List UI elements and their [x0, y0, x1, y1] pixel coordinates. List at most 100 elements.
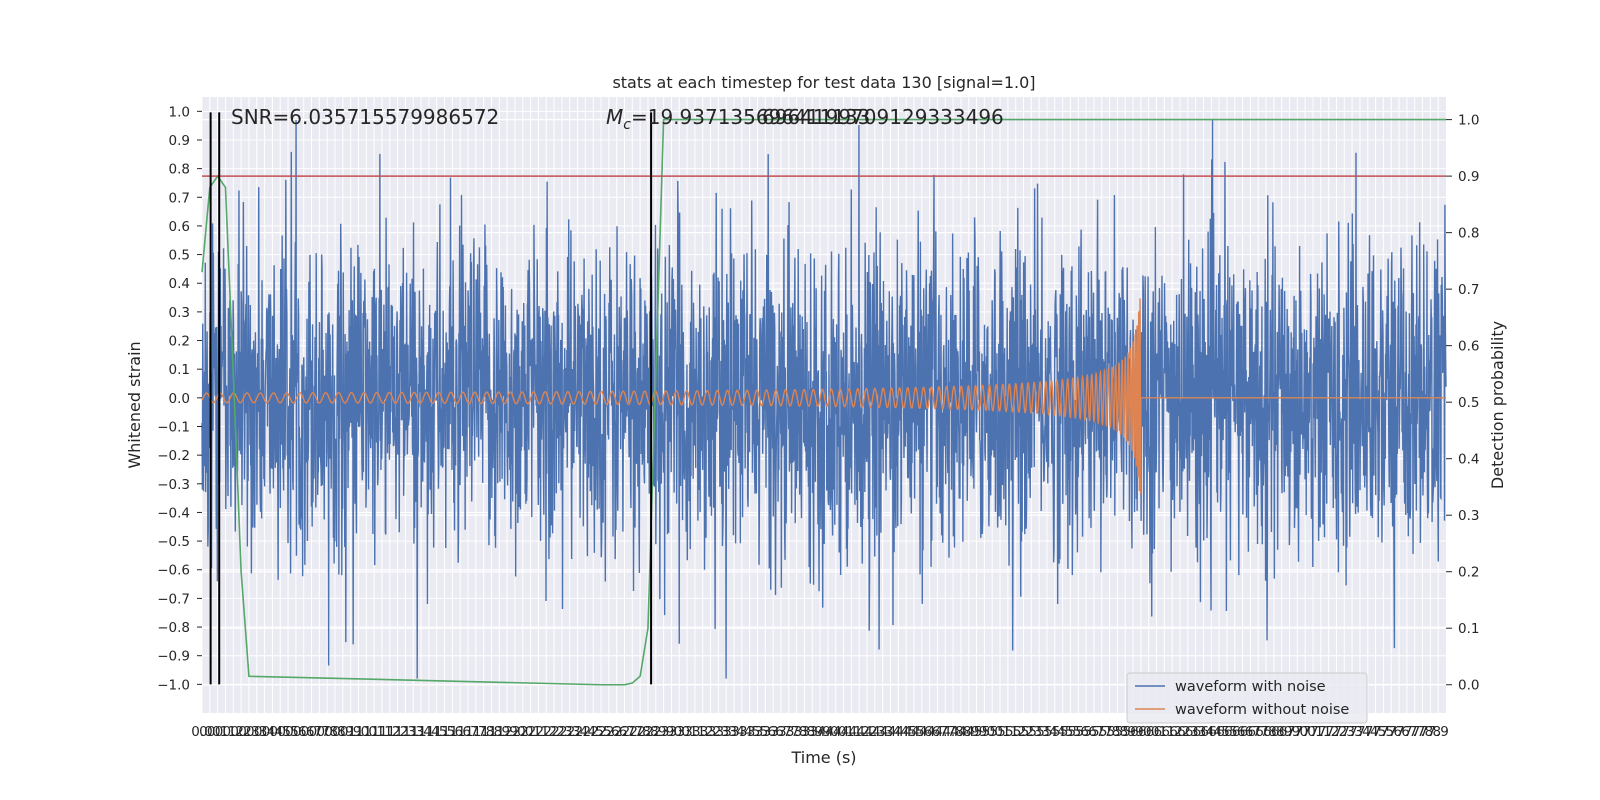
- x-tick-label: 6.7: [1240, 724, 1261, 740]
- x-tick-label: 4.0: [817, 724, 838, 740]
- x-tick-label: 1.4: [410, 724, 431, 740]
- x-tick-label: 2.4: [575, 724, 596, 740]
- x-tick-label: 4.2: [856, 724, 877, 740]
- x-tick-label: 4.3: [864, 724, 885, 740]
- x-tick-label: 7.4: [1357, 724, 1378, 740]
- x-tick-label: 2.9: [653, 724, 674, 740]
- x-axis-ticks: 0.00.00.10.10.20.20.30.30.40.40.50.50.60…: [191, 724, 1449, 740]
- x-tick-label: 1.9: [496, 724, 517, 740]
- x-tick-label: 1.5: [426, 724, 447, 740]
- y-tick-label: −0.3: [157, 477, 190, 493]
- x-tick-label: 5.1: [997, 724, 1018, 740]
- x-tick-label: 2.6: [606, 724, 627, 740]
- y-tick-label: 0.6: [169, 219, 190, 235]
- x-tick-label: 1.9: [489, 724, 510, 740]
- y2-tick-label: 0.1: [1458, 621, 1479, 637]
- y-tick-label: −0.5: [157, 534, 190, 550]
- x-tick-label: 5.5: [1052, 724, 1073, 740]
- x-tick-label: 7.3: [1334, 724, 1355, 740]
- x-tick-label: 3.7: [778, 724, 799, 740]
- x-tick-label: 6.5: [1216, 724, 1237, 740]
- x-tick-label: 5.4: [1044, 724, 1065, 740]
- y2-tick-label: 1.0: [1458, 113, 1479, 129]
- x-tick-label: 0.1: [215, 724, 236, 740]
- x-tick-label: 0.0: [199, 724, 220, 740]
- x-tick-label: 3.1: [684, 724, 705, 740]
- x-tick-label: 0.7: [301, 724, 322, 740]
- x-tick-label: 0.8: [324, 724, 345, 740]
- y2-axis-label: Detection probability: [1488, 321, 1507, 489]
- x-tick-label: 7.3: [1341, 724, 1362, 740]
- x-tick-label: 7.6: [1388, 724, 1409, 740]
- x-tick-label: 6.3: [1177, 724, 1198, 740]
- y-tick-label: −0.7: [157, 591, 190, 607]
- x-tick-label: 0.1: [207, 724, 228, 740]
- y-tick-label: 1.0: [169, 104, 190, 120]
- x-tick-label: 4.3: [872, 724, 893, 740]
- x-tick-label: 6.2: [1169, 724, 1190, 740]
- x-tick-label: 7.7: [1396, 724, 1417, 740]
- x-tick-label: 4.9: [958, 724, 979, 740]
- x-tick-label: 4.5: [895, 724, 916, 740]
- x-tick-label: 3.8: [794, 724, 815, 740]
- x-tick-label: 5.9: [1114, 724, 1135, 740]
- x-tick-label: 1.8: [473, 724, 494, 740]
- noise-waveform-line: [201, 119, 1447, 679]
- y-tick-label: 0.1: [169, 362, 190, 378]
- snr-annotation: SNR=6.035715579986572: [231, 105, 499, 129]
- x-tick-label: 1.3: [395, 724, 416, 740]
- x-tick-label: 6.8: [1255, 724, 1276, 740]
- y2-tick-label: 0.8: [1458, 226, 1479, 242]
- x-tick-label: 5.7: [1083, 724, 1104, 740]
- x-tick-label: 0.6: [293, 724, 314, 740]
- x-tick-label: 0.3: [238, 724, 259, 740]
- x-tick-label: 5.7: [1091, 724, 1112, 740]
- x-tick-label: 3.0: [661, 724, 682, 740]
- y-tick-label: 0.0: [169, 391, 190, 407]
- y-tick-label: −0.8: [157, 620, 190, 636]
- y-axis-label: Whitened strain: [125, 341, 144, 468]
- chirp-waveform-line: [201, 298, 1446, 495]
- x-tick-label: 0.5: [269, 724, 290, 740]
- x-tick-label: 6.6: [1224, 724, 1245, 740]
- x-tick-label: 0.0: [191, 724, 212, 740]
- y-tick-label: 0.7: [169, 190, 190, 206]
- y-tick-label: −0.4: [157, 505, 190, 521]
- x-tick-label: 4.4: [880, 724, 901, 740]
- x-tick-label: 1.2: [379, 724, 400, 740]
- x-tick-label: 4.1: [841, 724, 862, 740]
- series-waveform-without-noise: [201, 298, 1446, 495]
- y-tick-label: −1.0: [157, 677, 190, 693]
- x-tick-label: 1.3: [403, 724, 424, 740]
- x-tick-label: 1.5: [434, 724, 455, 740]
- x-tick-label: 6.1: [1146, 724, 1167, 740]
- x-tick-label: 5.2: [1005, 724, 1026, 740]
- x-tick-label: 5.3: [1021, 724, 1042, 740]
- x-tick-label: 4.5: [903, 724, 924, 740]
- x-tick-label: 1.0: [348, 724, 369, 740]
- x-tick-label: 2.7: [614, 724, 635, 740]
- x-tick-label: 5.8: [1107, 724, 1128, 740]
- x-tick-label: 6.1: [1154, 724, 1175, 740]
- series-waveform-with-noise: [201, 119, 1447, 679]
- y-tick-label: 0.4: [169, 276, 190, 292]
- x-tick-label: 7.0: [1294, 724, 1315, 740]
- x-tick-label: 7.5: [1365, 724, 1386, 740]
- x-tick-label: 0.7: [309, 724, 330, 740]
- x-tick-label: 4.9: [966, 724, 987, 740]
- x-tick-label: 3.5: [747, 724, 768, 740]
- x-tick-label: 4.7: [927, 724, 948, 740]
- x-tick-label: 5.8: [1099, 724, 1120, 740]
- x-tick-label: 1.8: [481, 724, 502, 740]
- x-tick-label: 3.7: [770, 724, 791, 740]
- x-tick-label: 6.4: [1193, 724, 1214, 740]
- x-tick-label: 2.2: [543, 724, 564, 740]
- x-tick-label: 3.9: [809, 724, 830, 740]
- x-tick-label: 6.9: [1279, 724, 1300, 740]
- x-tick-label: 7.8: [1420, 724, 1441, 740]
- reference-lines: [202, 112, 1446, 685]
- x-tick-label: 1.1: [363, 724, 384, 740]
- x-tick-label: 2.5: [590, 724, 611, 740]
- x-tick-label: 6.3: [1185, 724, 1206, 740]
- y-tick-label: 0.9: [169, 133, 190, 149]
